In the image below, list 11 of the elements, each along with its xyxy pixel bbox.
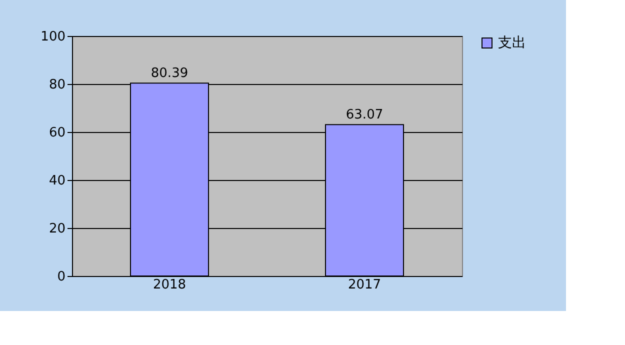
legend-label: 支出 <box>498 35 526 51</box>
y-tick-label: 0 <box>57 270 66 284</box>
x-tick-label: 2017 <box>348 278 382 292</box>
y-tick-label: 40 <box>48 174 66 188</box>
data-label: 80.39 <box>150 66 188 82</box>
y-tick-label: 100 <box>40 30 66 44</box>
y-tick-label: 60 <box>48 126 66 140</box>
x-tick-label: 2018 <box>152 278 186 292</box>
data-label: 63.07 <box>346 108 384 123</box>
y-tick-label: 20 <box>48 222 66 236</box>
y-tick-label: 80 <box>48 78 66 92</box>
